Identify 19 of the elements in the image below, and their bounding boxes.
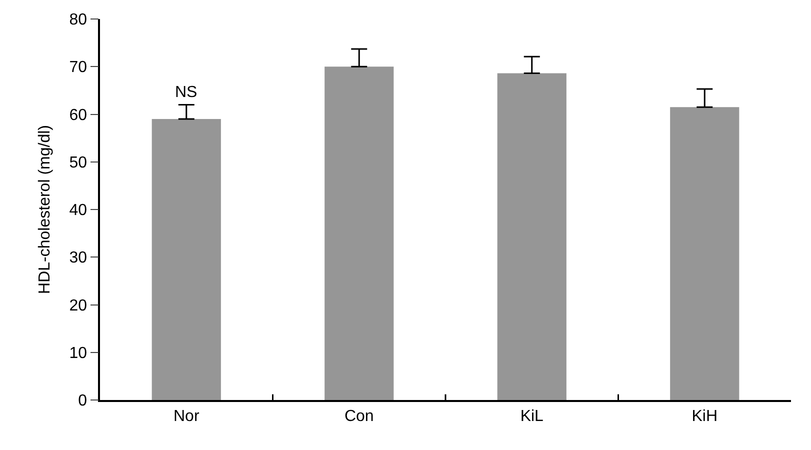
x-tick-label: Nor bbox=[173, 408, 200, 425]
y-tick-label: 10 bbox=[69, 344, 88, 362]
y-tick-label: 30 bbox=[69, 250, 88, 267]
bar bbox=[670, 107, 740, 400]
y-tick-label: 70 bbox=[69, 59, 88, 76]
bar bbox=[324, 66, 394, 400]
x-tick-label: KiH bbox=[692, 408, 718, 425]
bar bbox=[497, 73, 566, 400]
y-tick-label: 40 bbox=[69, 202, 88, 220]
y-tick-label: 20 bbox=[69, 297, 88, 314]
y-tick-label: 50 bbox=[69, 154, 88, 172]
y-tick-label: 0 bbox=[78, 392, 88, 410]
x-tick-label: Con bbox=[344, 408, 374, 425]
y-tick-label: 60 bbox=[69, 106, 88, 124]
y-axis-title: HDL-cholesterol (mg/dl) bbox=[36, 125, 54, 294]
y-tick-label: 80 bbox=[69, 12, 88, 29]
annotation: NS bbox=[175, 84, 198, 101]
bar bbox=[152, 119, 221, 400]
x-tick-label: KiL bbox=[520, 408, 544, 425]
